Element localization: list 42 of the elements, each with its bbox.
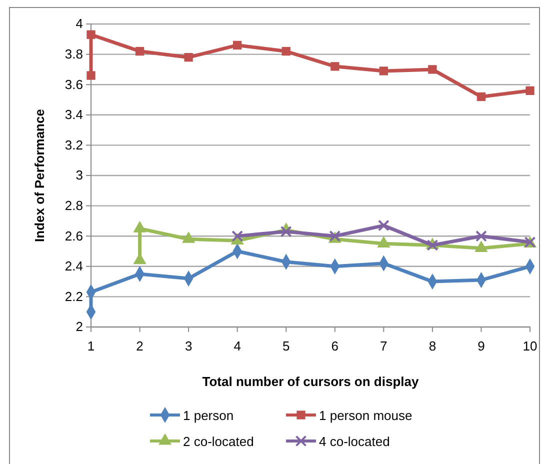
- point: [135, 46, 144, 56]
- y-tick-label: 2.6: [64, 228, 83, 244]
- point: [184, 53, 193, 62]
- x-tick-label: 2: [136, 338, 144, 354]
- point: [280, 226, 292, 238]
- point: [232, 230, 244, 242]
- legend-label: 1 person mouse: [319, 408, 412, 423]
- y-axis-title: Index of Performance: [32, 109, 47, 242]
- x-tick-label: 3: [184, 338, 192, 354]
- legend-label: 2 co-located: [183, 434, 254, 449]
- point: [282, 46, 290, 56]
- y-tick-label: 2.2: [64, 288, 83, 304]
- point: [428, 65, 437, 74]
- x-tick-label: 8: [428, 338, 436, 354]
- x-tick-label: 9: [478, 338, 485, 354]
- point: [86, 71, 96, 80]
- y-tick-label: 4: [76, 16, 83, 32]
- x-tick-label: 7: [380, 338, 388, 354]
- point: [379, 66, 388, 76]
- y-tick-label: 2.4: [64, 258, 83, 274]
- x-tick-label: 5: [282, 338, 290, 354]
- point: [475, 230, 487, 242]
- y-tick-label: 3.4: [64, 107, 83, 122]
- point: [378, 220, 390, 232]
- y-tick-label: 3.8: [64, 46, 83, 62]
- point: [476, 92, 486, 102]
- point: [233, 40, 242, 50]
- x-tick-label: 10: [522, 338, 538, 354]
- y-tick-label: 2.8: [64, 198, 83, 213]
- point: [526, 86, 534, 95]
- x-axis-title: Total number of cursors on display: [202, 374, 420, 389]
- point: [330, 62, 340, 71]
- y-tick-label: 3.6: [64, 76, 83, 92]
- legend-label: 4 co-located: [319, 434, 390, 449]
- point: [86, 30, 96, 39]
- y-tick-label: 3.2: [64, 137, 83, 152]
- x-tick-label: 6: [331, 338, 339, 354]
- y-tick-label: 3: [76, 168, 83, 183]
- x-tick-label: 4: [234, 338, 241, 354]
- legend-label: 1 person: [183, 408, 234, 423]
- x-tick-label: 1: [87, 338, 95, 354]
- y-tick-label: 2: [76, 319, 83, 334]
